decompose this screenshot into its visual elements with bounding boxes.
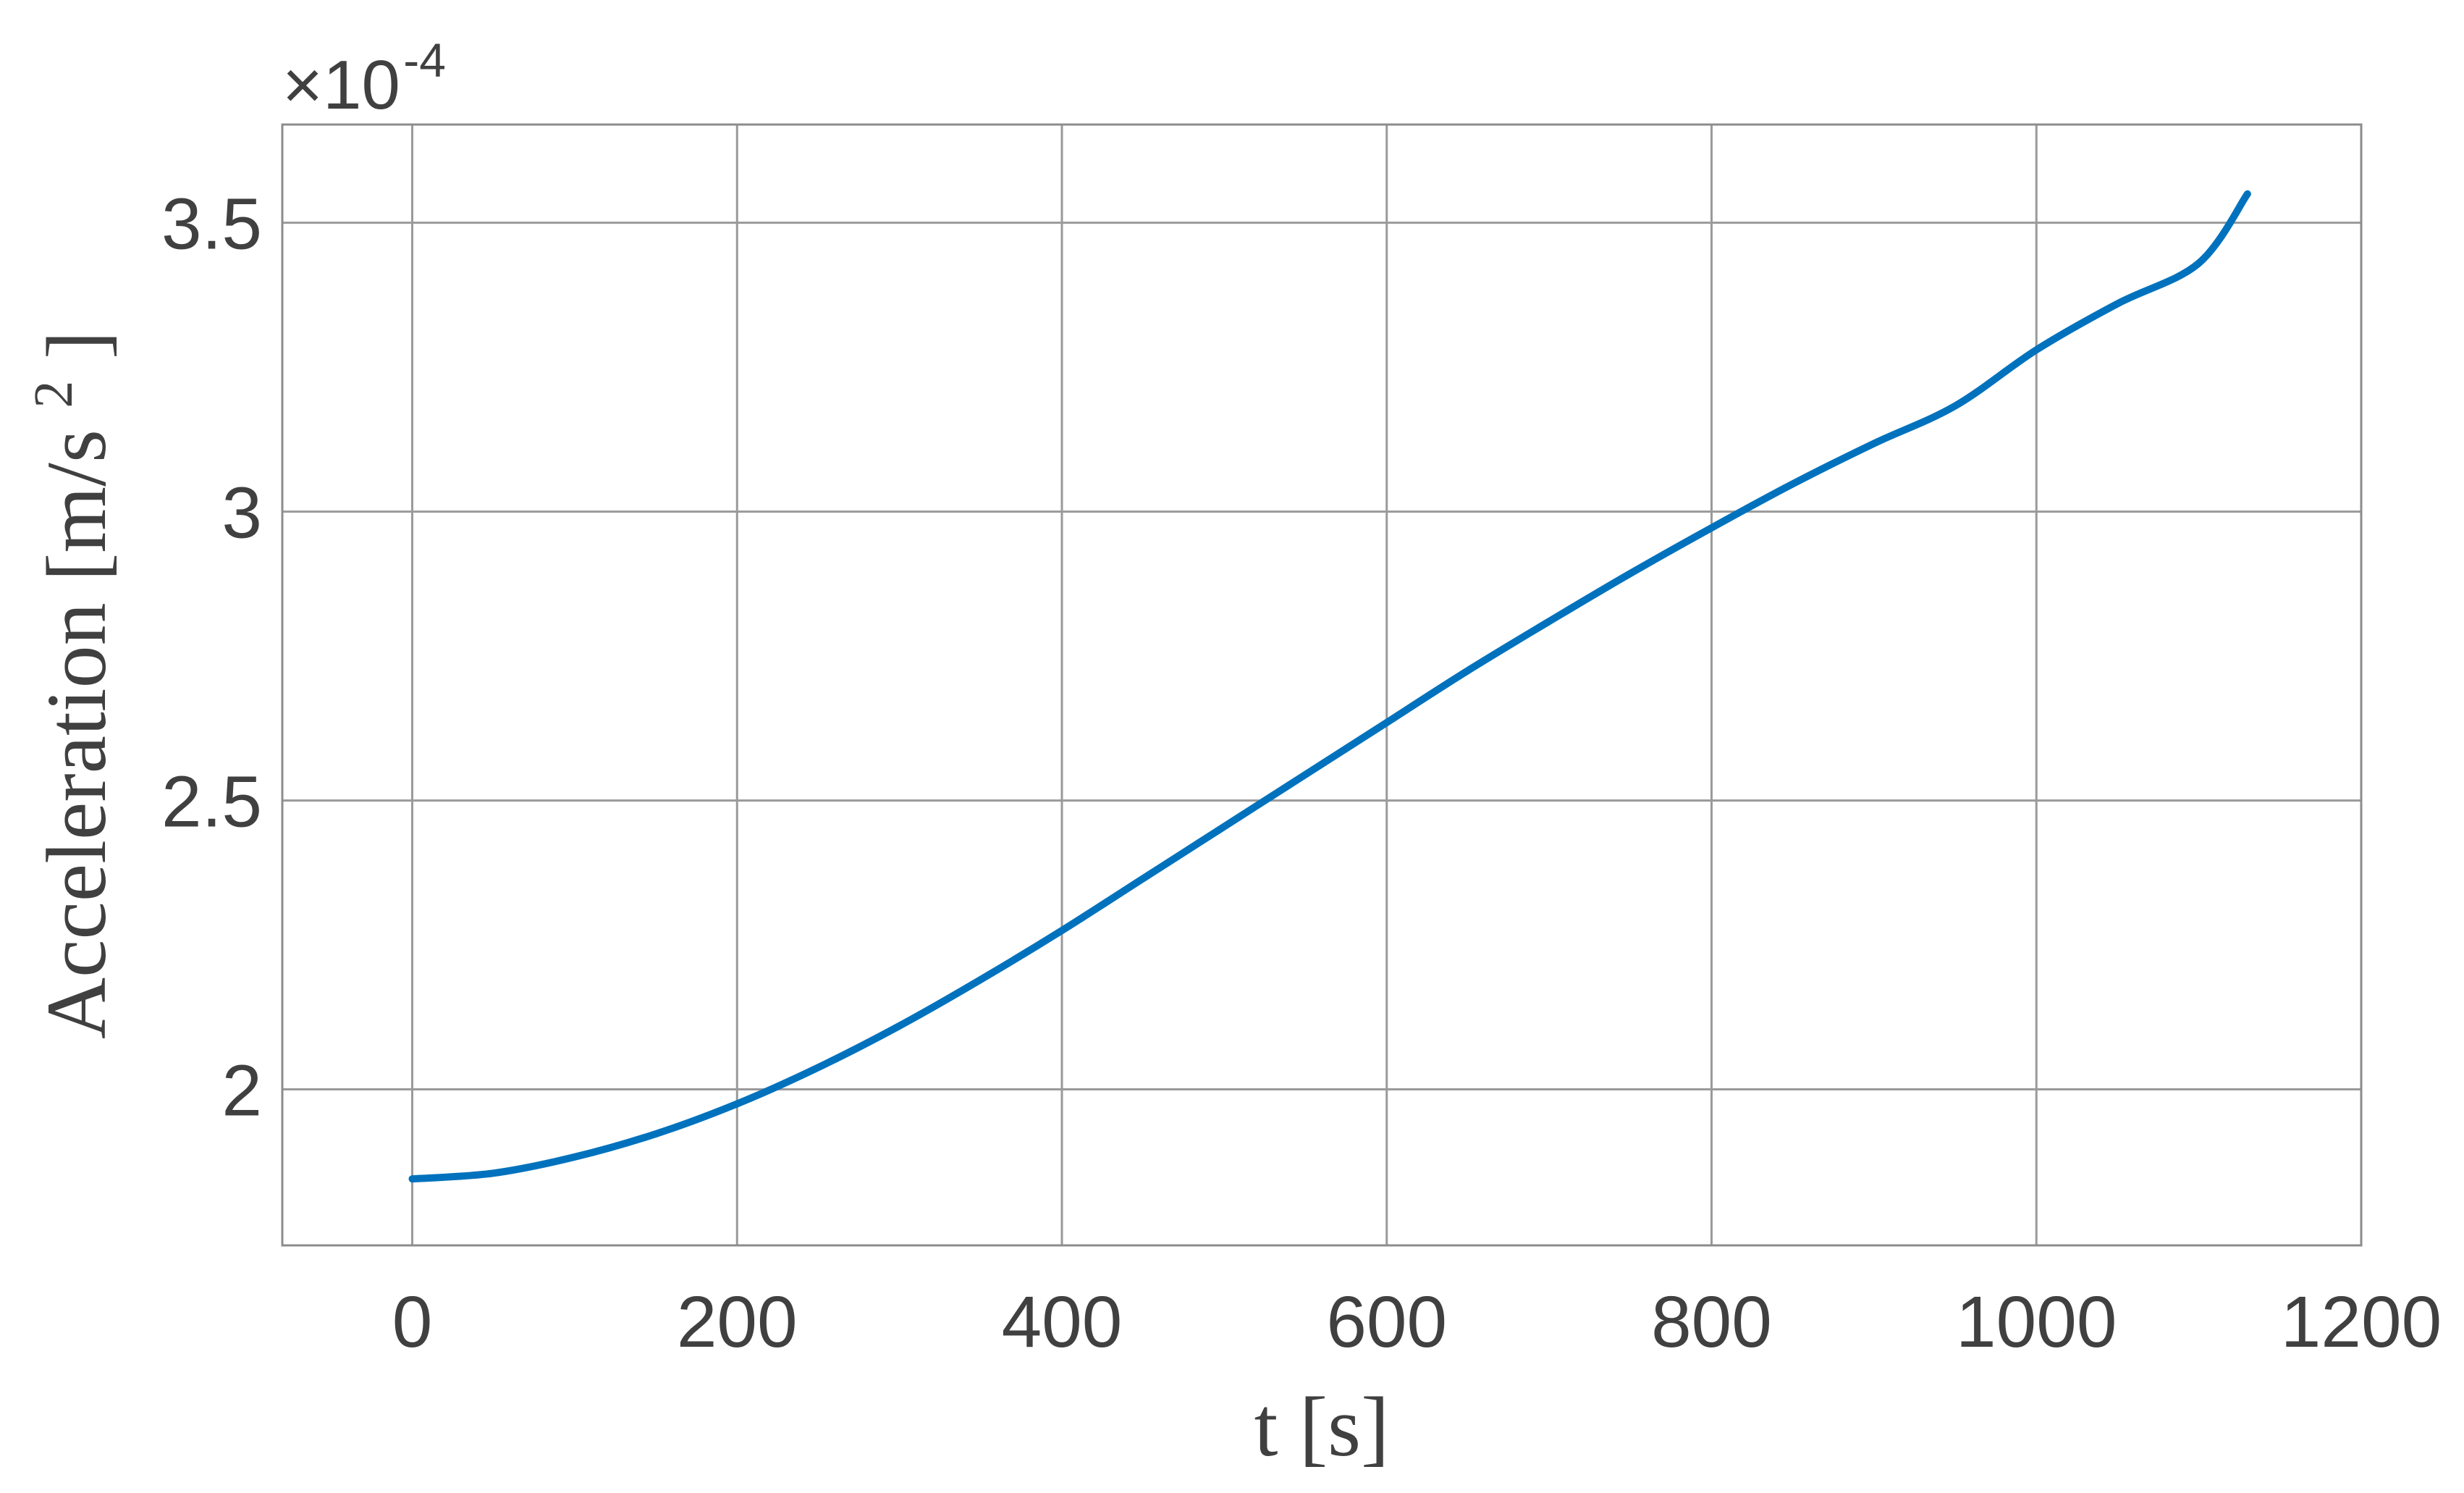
- y-exponent-label: ×10 -4: [282, 33, 446, 124]
- y-tick-label: 2.5: [161, 762, 262, 843]
- grid-layer: [282, 125, 2363, 1245]
- y-tick-label: 3: [221, 473, 262, 554]
- x-axis-label: t [s]: [1254, 1379, 1390, 1474]
- x-tick-label: 1000: [1956, 1282, 2117, 1363]
- x-tick-label: 0: [392, 1282, 433, 1363]
- y-axis-label-close: ]: [29, 331, 124, 359]
- x-tick-label: 800: [1651, 1282, 1772, 1363]
- y-tick-label: 3.5: [161, 184, 262, 265]
- x-tick-label: 400: [1002, 1282, 1123, 1363]
- y-axis-label-main: Acceleration [m/s: [29, 429, 124, 1039]
- x-tick-label: 600: [1326, 1282, 1447, 1363]
- series-layer: [408, 190, 2251, 1183]
- tick-label-layer: 0 200 400 600 800 1000 1200 2 2.5 3 3.5: [161, 184, 2442, 1363]
- plot-frame: [281, 123, 2363, 1247]
- x-tick-label: 200: [677, 1282, 798, 1363]
- x-tick-label: 1200: [2281, 1282, 2442, 1363]
- y-axis-label-superscript: 2: [23, 381, 84, 408]
- y-axis-label: Acceleration [m/s 2 ]: [0, 331, 124, 1039]
- y-tick-label: 2: [221, 1051, 262, 1132]
- series-line: [408, 190, 2251, 1183]
- y-exponent-base: ×10: [282, 46, 400, 124]
- y-exponent-power: -4: [403, 33, 446, 87]
